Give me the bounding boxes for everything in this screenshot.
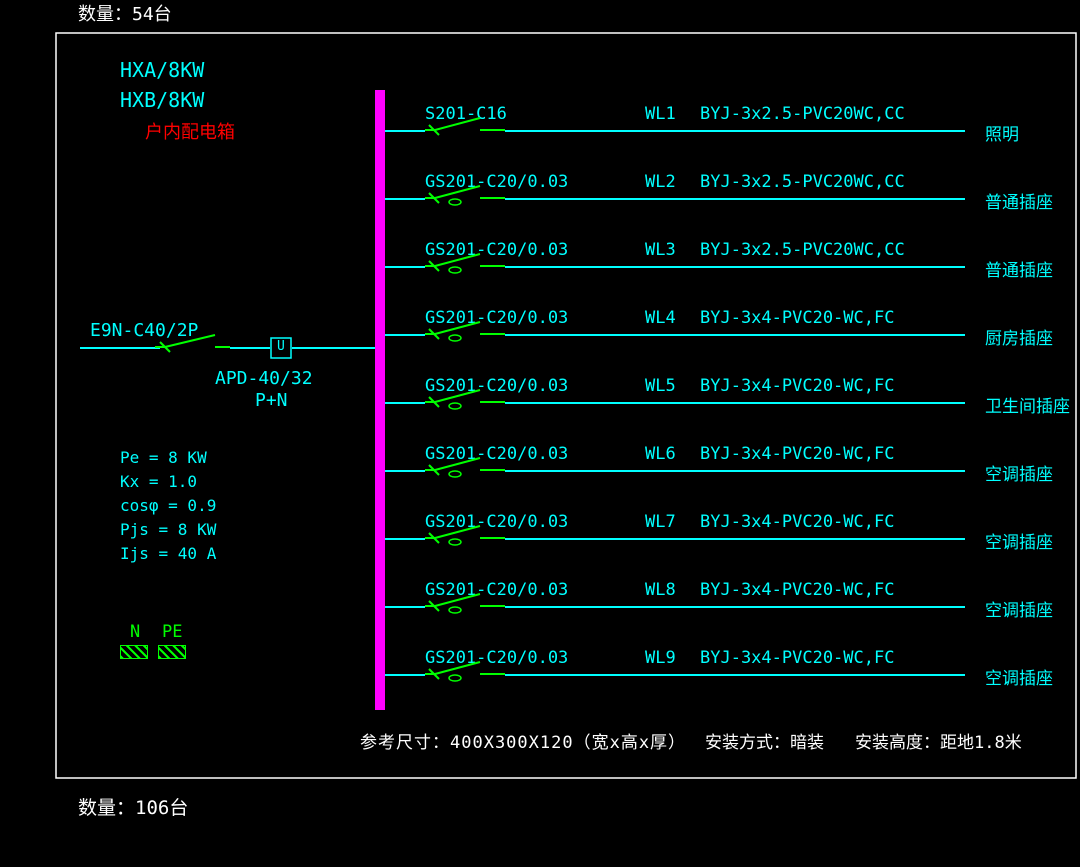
rcbo-switch-icon (425, 386, 505, 412)
circuit-wl-label: WL4 (645, 308, 676, 328)
circuit-stub (385, 334, 425, 336)
circuit-line (505, 198, 965, 200)
circuit-wl-label: WL1 (645, 104, 676, 124)
rcbo-switch-icon (425, 522, 505, 548)
rcbo-switch-icon (425, 590, 505, 616)
param-ijs: Ijs = 40 A (120, 544, 216, 563)
footer-install: 安装方式：暗装 (705, 728, 824, 753)
circuit-line (505, 470, 965, 472)
circuit-desc-label: 空调插座 (985, 596, 1053, 621)
circuit-line (505, 266, 965, 268)
main-line-1 (80, 347, 160, 349)
circuit-cable-label: BYJ-3x4-PVC20-WC,FC (700, 580, 894, 600)
param-pjs: Pjs = 8 KW (120, 520, 216, 539)
circuit-desc-label: 普通插座 (985, 256, 1053, 281)
circuit-stub (385, 130, 425, 132)
top-count: 数量：54台 (78, 0, 172, 26)
circuit-stub (385, 606, 425, 608)
circuit-wl-label: WL8 (645, 580, 676, 600)
circuit-desc-label: 空调插座 (985, 528, 1053, 553)
circuit-wl-label: WL3 (645, 240, 676, 260)
circuit-wl-label: WL6 (645, 444, 676, 464)
circuit-stub (385, 538, 425, 540)
circuit-cable-label: BYJ-3x4-PVC20-WC,FC (700, 648, 894, 668)
mcb-switch-icon (425, 114, 505, 140)
rcbo-switch-icon (425, 318, 505, 344)
circuit-line (505, 334, 965, 336)
param-pe: Pe = 8 KW (120, 448, 207, 467)
circuit-wl-label: WL2 (645, 172, 676, 192)
circuit-desc-label: 卫生间插座 (985, 392, 1070, 417)
param-kx: Kx = 1.0 (120, 472, 197, 491)
main-line-3 (292, 347, 375, 349)
rcbo-switch-icon (425, 658, 505, 684)
footer-height: 安装高度：距地1.8米 (855, 728, 1022, 753)
circuit-line (505, 674, 965, 676)
circuit-desc-label: 空调插座 (985, 664, 1053, 689)
circuit-cable-label: BYJ-3x4-PVC20-WC,FC (700, 376, 894, 396)
hxa-label: HXA/8KW (120, 58, 204, 82)
circuit-stub (385, 674, 425, 676)
circuit-desc-label: 普通插座 (985, 188, 1053, 213)
busbar (375, 90, 385, 710)
bottom-count: 数量：106台 (78, 793, 188, 820)
meter-symbol: U (277, 339, 285, 354)
circuit-cable-label: BYJ-3x4-PVC20-WC,FC (700, 444, 894, 464)
circuit-stub (385, 402, 425, 404)
circuit-cable-label: BYJ-3x2.5-PVC20WC,CC (700, 240, 905, 260)
main-switch (155, 330, 230, 355)
circuit-stub (385, 266, 425, 268)
circuit-desc-label: 空调插座 (985, 460, 1053, 485)
circuit-wl-label: WL7 (645, 512, 676, 532)
circuit-wl-label: WL9 (645, 648, 676, 668)
circuit-wl-label: WL5 (645, 376, 676, 396)
rcbo-switch-icon (425, 182, 505, 208)
circuit-stub (385, 198, 425, 200)
circuit-line (505, 130, 965, 132)
rcbo-switch-icon (425, 454, 505, 480)
circuit-desc-label: 厨房插座 (985, 324, 1053, 349)
apd-label: APD-40/32 (215, 368, 313, 389)
footer-size: 参考尺寸：400X300X120（宽x高x厚） (360, 728, 686, 753)
circuit-cable-label: BYJ-3x2.5-PVC20WC,CC (700, 104, 905, 124)
circuit-line (505, 538, 965, 540)
circuit-line (505, 402, 965, 404)
hxb-label: HXB/8KW (120, 88, 204, 112)
hatch-pe (158, 645, 186, 659)
circuit-cable-label: BYJ-3x4-PVC20-WC,FC (700, 512, 894, 532)
apd-sub: P+N (255, 390, 288, 411)
circuit-cable-label: BYJ-3x2.5-PVC20WC,CC (700, 172, 905, 192)
param-cos: cosφ = 0.9 (120, 496, 216, 515)
circuit-desc-label: 照明 (985, 120, 1019, 145)
hatch-n (120, 645, 148, 659)
circuit-cable-label: BYJ-3x4-PVC20-WC,FC (700, 308, 894, 328)
circuit-stub (385, 470, 425, 472)
terminal-pe: PE (162, 622, 182, 642)
terminal-n: N (130, 622, 140, 642)
box-label: 户内配电箱 (145, 118, 235, 144)
rcbo-switch-icon (425, 250, 505, 276)
main-line-2 (230, 347, 270, 349)
circuit-line (505, 606, 965, 608)
